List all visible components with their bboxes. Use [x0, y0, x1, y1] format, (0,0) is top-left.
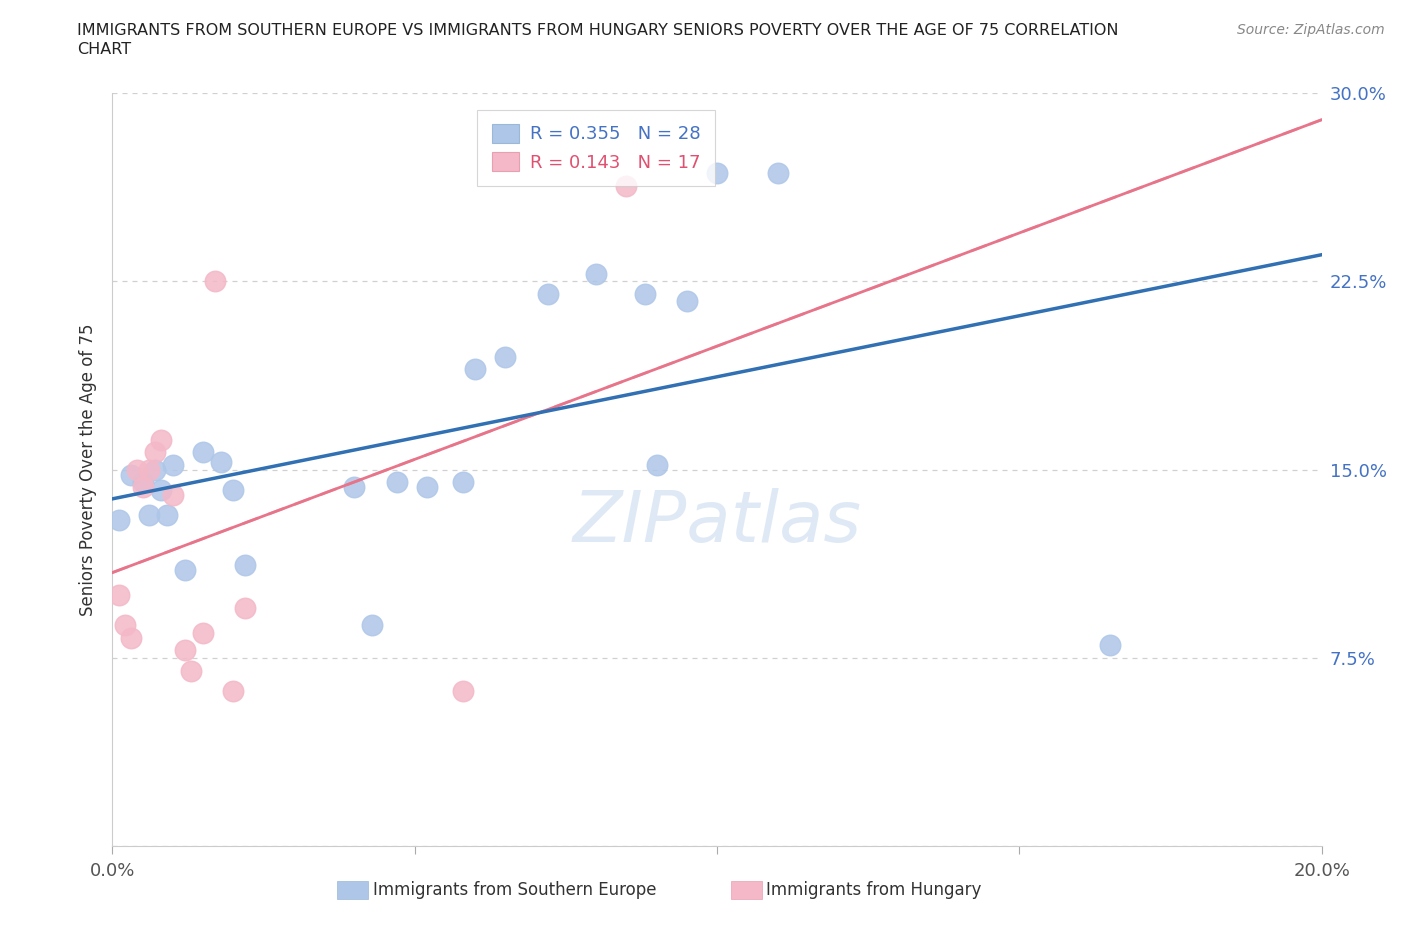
- Text: Immigrants from Southern Europe: Immigrants from Southern Europe: [373, 881, 657, 899]
- Point: [149, 432, 172, 447]
- Point: [235, 601, 257, 616]
- Point: [162, 487, 184, 502]
- Text: ZIPatlas: ZIPatlas: [572, 488, 862, 557]
- Text: Immigrants from Hungary: Immigrants from Hungary: [766, 881, 981, 899]
- Point: [125, 462, 148, 477]
- Point: [766, 166, 789, 180]
- Point: [191, 445, 214, 459]
- Point: [209, 455, 232, 470]
- Point: [385, 474, 408, 489]
- Point: [495, 349, 517, 364]
- Point: [633, 286, 655, 301]
- Point: [416, 480, 439, 495]
- Text: IMMIGRANTS FROM SOUTHERN EUROPE VS IMMIGRANTS FROM HUNGARY SENIORS POVERTY OVER : IMMIGRANTS FROM SOUTHERN EUROPE VS IMMIG…: [77, 23, 1119, 38]
- Point: [451, 474, 474, 489]
- Point: [120, 631, 142, 645]
- Point: [235, 558, 257, 573]
- Point: [174, 643, 197, 658]
- Text: CHART: CHART: [77, 42, 131, 57]
- Point: [162, 458, 184, 472]
- Point: [222, 684, 245, 698]
- Point: [132, 474, 155, 489]
- Point: [585, 266, 607, 281]
- Y-axis label: Seniors Poverty Over the Age of 75: Seniors Poverty Over the Age of 75: [79, 324, 97, 616]
- Point: [537, 286, 560, 301]
- Point: [645, 458, 668, 472]
- Point: [107, 512, 129, 527]
- Point: [138, 508, 160, 523]
- Point: [138, 462, 160, 477]
- Point: [149, 483, 172, 498]
- Point: [222, 483, 245, 498]
- Point: [107, 588, 129, 603]
- Legend: R = 0.355   N = 28, R = 0.143   N = 17: R = 0.355 N = 28, R = 0.143 N = 17: [478, 110, 714, 186]
- Point: [143, 445, 166, 459]
- Point: [451, 684, 474, 698]
- Point: [120, 467, 142, 482]
- Point: [156, 508, 179, 523]
- Point: [180, 663, 202, 678]
- Point: [361, 618, 384, 632]
- Point: [343, 480, 366, 495]
- Point: [204, 273, 226, 288]
- Text: Source: ZipAtlas.com: Source: ZipAtlas.com: [1237, 23, 1385, 37]
- Point: [616, 179, 638, 193]
- Point: [191, 625, 214, 640]
- Point: [706, 166, 728, 180]
- Point: [464, 362, 486, 377]
- Point: [132, 480, 155, 495]
- Point: [114, 618, 136, 632]
- Point: [143, 462, 166, 477]
- Point: [675, 294, 697, 309]
- Point: [174, 563, 197, 578]
- Point: [1098, 638, 1121, 653]
